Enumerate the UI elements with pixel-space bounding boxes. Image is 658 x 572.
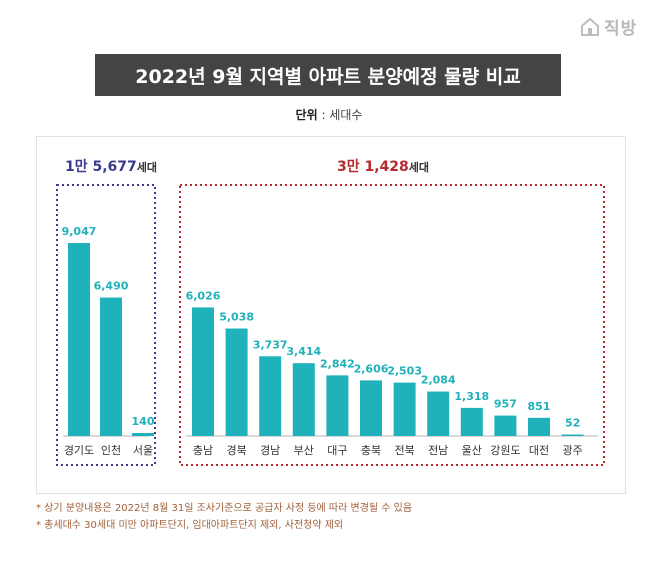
- bar-value-label: 140: [132, 415, 155, 428]
- bar-value-label: 6,490: [94, 280, 129, 293]
- bar: [259, 356, 282, 436]
- chart-title-text: 2022년 9월 지역별 아파트 분양예정 물량 비교: [135, 65, 521, 88]
- brand-logo: 직방: [580, 14, 637, 39]
- group-border: [179, 184, 605, 466]
- footnotes: * 상기 분양내용은 2022년 8월 31일 조사기준으로 공급자 사정 등에…: [36, 500, 412, 534]
- unit-separator: :: [317, 108, 330, 122]
- bar-value-label: 2,503: [387, 365, 422, 378]
- bar: [68, 243, 90, 436]
- category-label: 부산: [294, 444, 314, 457]
- bar-value-label: 3,737: [253, 338, 288, 351]
- group-border: [56, 184, 156, 466]
- group-total-suffix: 세대: [409, 160, 429, 174]
- bar-value-label: 1,318: [454, 390, 489, 403]
- bar: [192, 307, 214, 436]
- group-total-suffix: 세대: [137, 160, 157, 174]
- category-label: 전남: [428, 444, 448, 457]
- category-label: 울산: [462, 444, 482, 457]
- bar: [460, 407, 483, 436]
- bar-value-label: 957: [494, 398, 517, 411]
- group-total-value: 1만 5,677: [65, 159, 137, 175]
- brand-logo-text: 직방: [604, 19, 638, 39]
- bar-value-label: 851: [528, 400, 551, 413]
- bar: [326, 375, 349, 436]
- chart-panel: 1만 5,677세대 9,047 경기도 6,490 인천 140 서울 3만 1,428세대…: [36, 136, 626, 494]
- bar-value-label: 2,606: [354, 362, 389, 375]
- bar: [427, 391, 450, 436]
- footnote: * 상기 분양내용은 2022년 8월 31일 조사기준으로 공급자 사정 등에…: [36, 503, 413, 514]
- bar: [225, 328, 248, 436]
- bar: [393, 382, 416, 436]
- group-total: 1만 5,677세대: [65, 159, 157, 175]
- group-total-value: 3만 1,428: [337, 159, 409, 175]
- footnote: * 총세대수 30세대 미만 아파트단지, 임대아파트단지 제외, 사전청약 제…: [36, 520, 344, 531]
- bar: [292, 363, 315, 436]
- bar-value-label: 5,038: [219, 311, 254, 324]
- bar-value-label: 6,026: [186, 289, 221, 302]
- category-label: 대구: [327, 444, 347, 457]
- category-label: 경기도: [64, 444, 94, 457]
- unit-caption: 단위 : 세대수: [0, 106, 658, 123]
- bar: [494, 415, 517, 436]
- category-label: 서울: [133, 444, 153, 457]
- bar: [528, 417, 550, 436]
- category-label: 광주: [562, 444, 582, 457]
- house-icon: [581, 17, 599, 36]
- bar-value-label: 9,047: [62, 225, 97, 238]
- bar: [132, 433, 154, 436]
- category-label: 충남: [193, 444, 213, 457]
- chart-title: 2022년 9월 지역별 아파트 분양예정 물량 비교: [95, 54, 561, 96]
- bar: [100, 297, 122, 436]
- category-label: 충북: [361, 444, 381, 457]
- bar: [561, 434, 584, 436]
- bar-value-label: 2,084: [421, 374, 456, 387]
- bar-value-label: 2,842: [320, 357, 355, 370]
- category-label: 강원도: [490, 444, 520, 457]
- group-total: 3만 1,428세대: [337, 159, 429, 175]
- category-label: 인천: [101, 443, 121, 457]
- bar-value-label: 3,414: [286, 345, 321, 358]
- category-label: 경북: [226, 444, 246, 457]
- category-label: 경남: [260, 444, 280, 457]
- bar-value-label: 52: [565, 417, 580, 430]
- unit-label: 단위: [295, 108, 318, 122]
- category-label: 전북: [394, 444, 414, 457]
- bar: [360, 380, 382, 436]
- category-label: 대전: [529, 444, 549, 457]
- unit-value: 세대수: [329, 108, 363, 122]
